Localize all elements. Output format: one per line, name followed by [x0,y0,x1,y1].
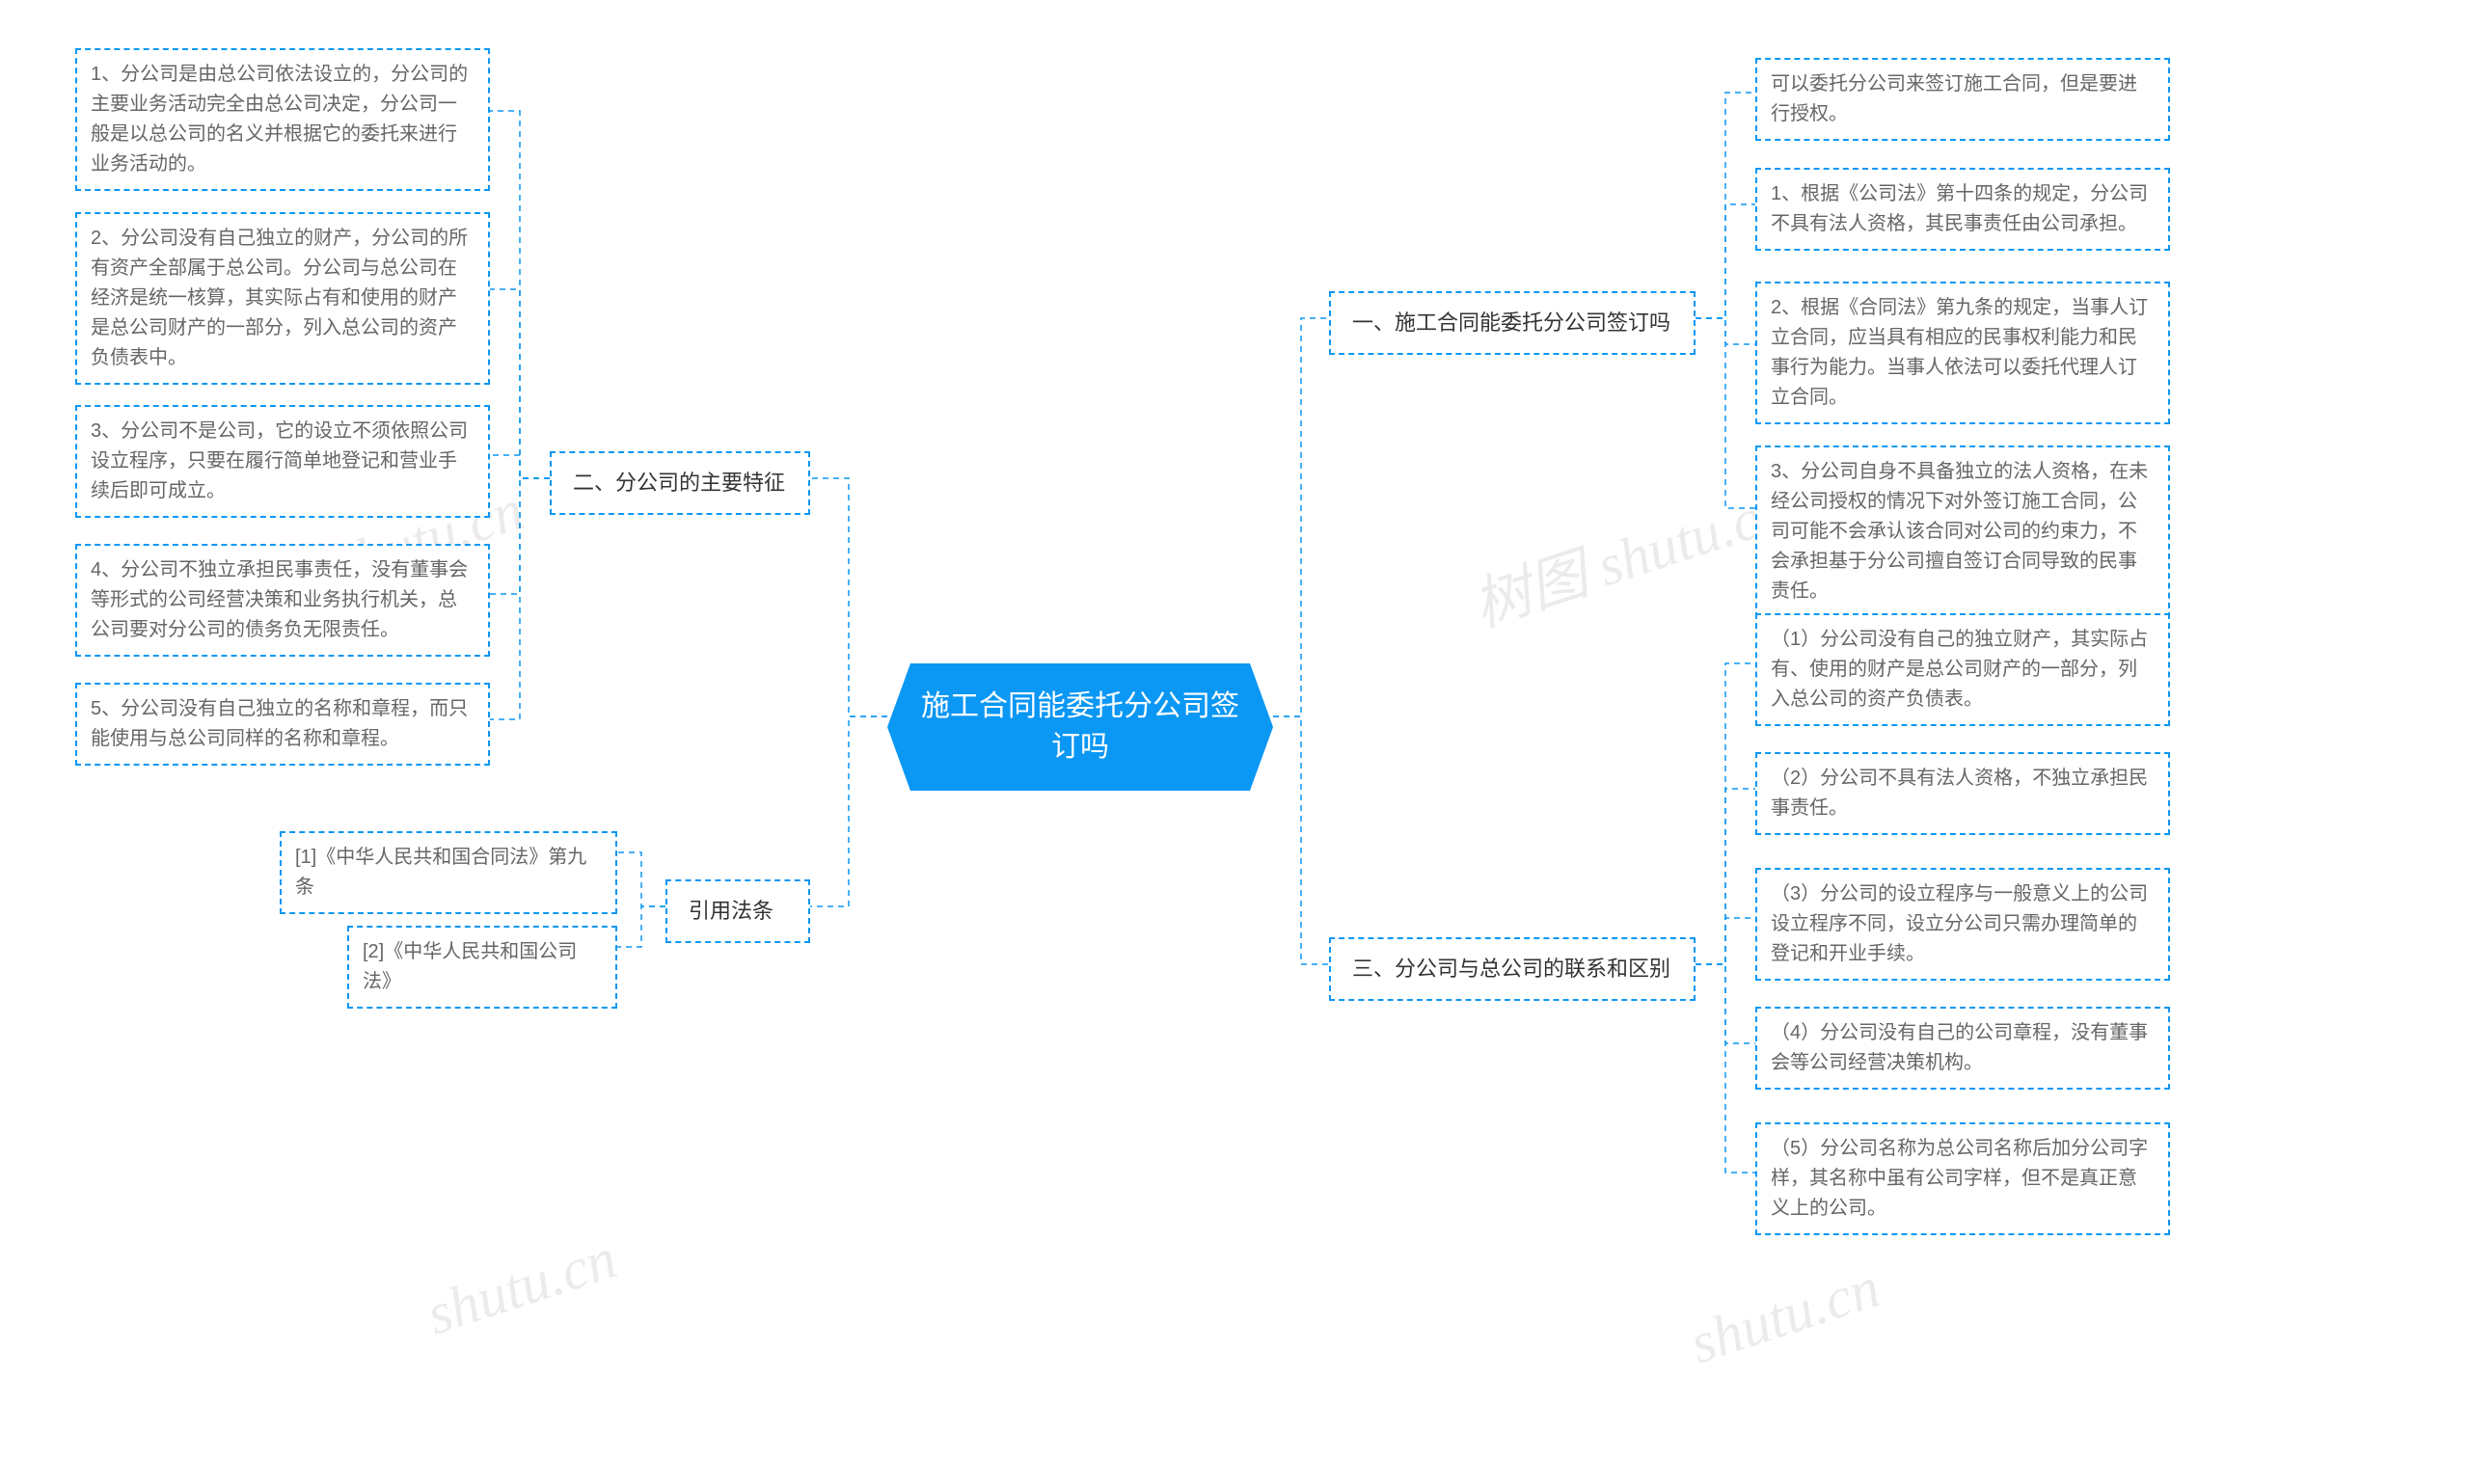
watermark: 树图 shutu.cn [1461,463,1796,643]
leaf-b3-0-text: （1）分公司没有自己的独立财产，其实际占有、使用的财产是总公司财产的一部分，列入… [1771,629,2148,710]
leaf-ref-0: [1]《中华人民共和国合同法》第九条 [280,831,617,914]
leaf-b2-0-text: 1、分公司是由总公司依法设立的，分公司的主要业务活动完全由总公司决定，分公司一般… [91,64,468,175]
leaf-b1-2: 2、根据《合同法》第九条的规定，当事人订立合同，应当具有相应的民事权利能力和民事… [1755,282,2170,424]
leaf-b2-1-text: 2、分公司没有自己独立的财产，分公司的所有资产全部属于总公司。分公司与总公司在经… [91,228,468,368]
leaf-b2-3-text: 4、分公司不独立承担民事责任，没有董事会等形式的公司经营决策和业务执行机关，总公… [91,559,468,640]
leaf-b3-4: （5）分公司名称为总公司名称后加分公司字样，其名称中虽有公司字样，但不是真正意义… [1755,1122,2170,1235]
leaf-b3-1: （2）分公司不具有法人资格，不独立承担民事责任。 [1755,752,2170,835]
leaf-b2-4: 5、分公司没有自己独立的名称和章程，而只能使用与总公司同样的名称和章程。 [75,683,490,766]
leaf-b3-2-text: （3）分公司的设立程序与一般意义上的公司设立程序不同，设立分公司只需办理简单的登… [1771,883,2148,964]
center-text: 施工合同能委托分公司签订吗 [921,690,1239,763]
leaf-b2-0: 1、分公司是由总公司依法设立的，分公司的主要业务活动完全由总公司决定，分公司一般… [75,48,490,191]
leaf-b3-4-text: （5）分公司名称为总公司名称后加分公司字样，其名称中虽有公司字样，但不是真正意义… [1771,1138,2148,1219]
branch-ref-text: 引用法条 [689,899,773,923]
leaf-b1-1: 1、根据《公司法》第十四条的规定，分公司不具有法人资格，其民事责任由公司承担。 [1755,168,2170,251]
leaf-b2-2: 3、分公司不是公司，它的设立不须依照公司设立程序，只要在履行简单地登记和营业手续… [75,405,490,518]
branch-b3: 三、分公司与总公司的联系和区别 [1329,937,1696,1001]
leaf-b2-1: 2、分公司没有自己独立的财产，分公司的所有资产全部属于总公司。分公司与总公司在经… [75,212,490,385]
leaf-b2-3: 4、分公司不独立承担民事责任，没有董事会等形式的公司经营决策和业务执行机关，总公… [75,544,490,657]
branch-ref: 引用法条 [665,879,810,943]
branch-b2-text: 二、分公司的主要特征 [573,471,785,495]
leaf-ref-1-text: [2]《中华人民共和国公司法》 [363,941,577,992]
leaf-b3-0: （1）分公司没有自己的独立财产，其实际占有、使用的财产是总公司财产的一部分，列入… [1755,613,2170,726]
leaf-b2-2-text: 3、分公司不是公司，它的设立不须依照公司设立程序，只要在履行简单地登记和营业手续… [91,420,468,501]
leaf-ref-1: [2]《中华人民共和国公司法》 [347,926,617,1009]
leaf-b1-3: 3、分公司自身不具备独立的法人资格，在未经公司授权的情况下对外签订施工合同，公司… [1755,445,2170,618]
leaf-b3-3: （4）分公司没有自己的公司章程，没有董事会等公司经营决策机构。 [1755,1007,2170,1090]
center-node: 施工合同能委托分公司签订吗 [887,663,1273,791]
leaf-b1-0-text: 可以委托分公司来签订施工合同，但是要进行授权。 [1771,73,2137,124]
leaf-b3-2: （3）分公司的设立程序与一般意义上的公司设立程序不同，设立分公司只需办理简单的登… [1755,868,2170,981]
leaf-b1-2-text: 2、根据《合同法》第九条的规定，当事人订立合同，应当具有相应的民事权利能力和民事… [1771,297,2148,408]
branch-b1-text: 一、施工合同能委托分公司签订吗 [1352,310,1670,335]
branch-b1: 一、施工合同能委托分公司签订吗 [1329,291,1696,355]
leaf-b1-0: 可以委托分公司来签订施工合同，但是要进行授权。 [1755,58,2170,141]
leaf-b2-4-text: 5、分公司没有自己独立的名称和章程，而只能使用与总公司同样的名称和章程。 [91,698,468,749]
branch-b3-text: 三、分公司与总公司的联系和区别 [1352,957,1670,981]
leaf-b1-3-text: 3、分公司自身不具备独立的法人资格，在未经公司授权的情况下对外签订施工合同，公司… [1771,461,2148,602]
branch-b2: 二、分公司的主要特征 [550,451,810,515]
leaf-b3-1-text: （2）分公司不具有法人资格，不独立承担民事责任。 [1771,768,2148,819]
leaf-b3-3-text: （4）分公司没有自己的公司章程，没有董事会等公司经营决策机构。 [1771,1022,2148,1073]
leaf-b1-1-text: 1、根据《公司法》第十四条的规定，分公司不具有法人资格，其民事责任由公司承担。 [1771,183,2148,234]
watermark: shutu.cn [419,1226,624,1349]
leaf-ref-0-text: [1]《中华人民共和国合同法》第九条 [295,847,586,898]
watermark: shutu.cn [1682,1255,1887,1378]
